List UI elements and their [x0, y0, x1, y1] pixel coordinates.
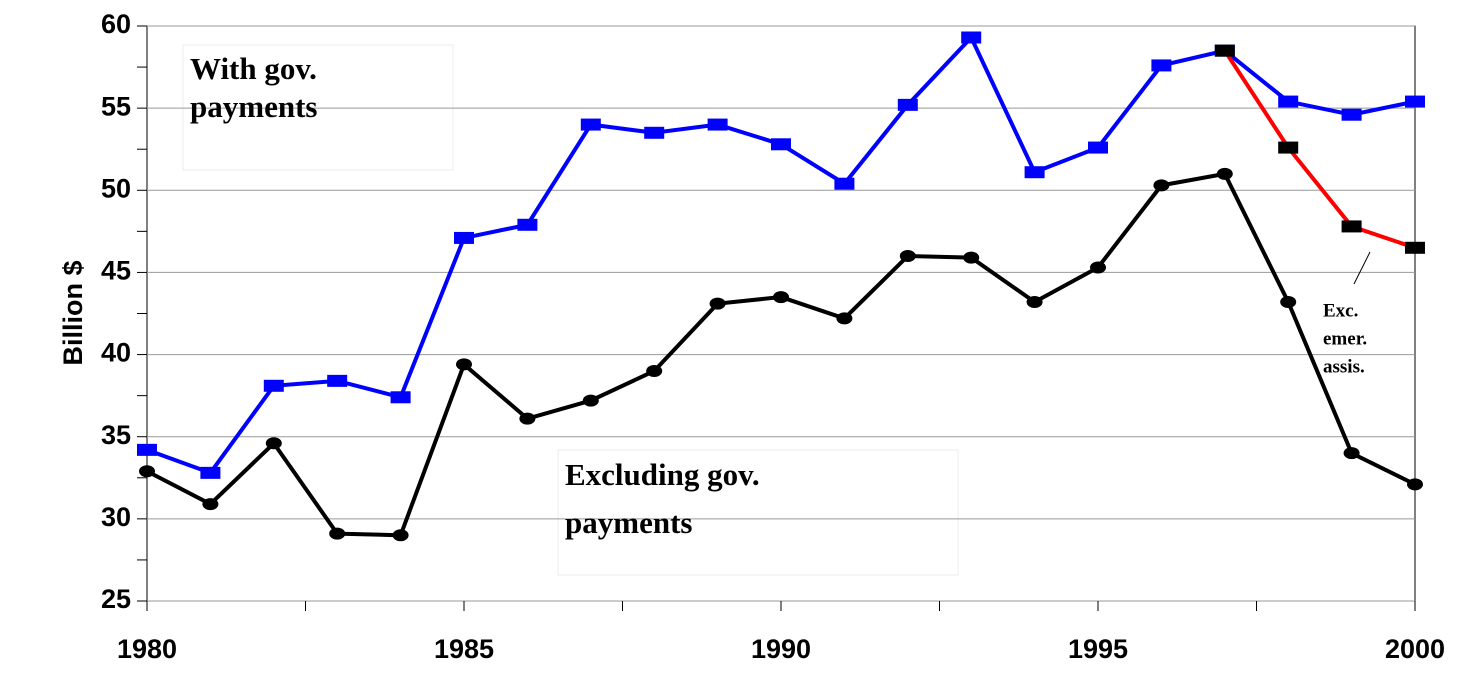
marker: [899, 250, 916, 262]
marker: [1024, 166, 1045, 179]
x-tick-label: 2000: [1385, 634, 1445, 664]
marker: [1278, 141, 1299, 154]
marker: [137, 443, 157, 456]
marker: [836, 312, 853, 325]
marker: [200, 466, 221, 479]
marker: [392, 529, 409, 542]
annotation: payments: [565, 505, 692, 540]
marker: [517, 218, 538, 231]
series-line: [1223, 49, 1416, 250]
x-tick-label: 1980: [117, 634, 177, 664]
marker: [709, 297, 726, 310]
annotation: Exc.: [1323, 300, 1358, 321]
marker: [454, 231, 474, 244]
leader-line: [1353, 251, 1371, 285]
marker: [646, 365, 663, 377]
marker: [1405, 95, 1425, 108]
marker: [1153, 179, 1170, 192]
marker: [390, 391, 411, 404]
marker: [1216, 167, 1233, 180]
marker: [519, 412, 536, 425]
y-tick-label: 45: [101, 256, 131, 286]
marker: [327, 374, 348, 387]
marker: [1214, 44, 1235, 57]
annotation: Excluding gov.: [565, 457, 760, 492]
marker: [1280, 296, 1297, 308]
x-tick-label: 1990: [751, 634, 811, 664]
marker: [1343, 447, 1360, 460]
marker: [834, 177, 855, 190]
marker: [1026, 296, 1043, 308]
y-tick-label: 30: [101, 502, 131, 532]
y-tick-label: 60: [101, 9, 131, 39]
y-tick-label: 35: [101, 420, 131, 450]
annotation: assis.: [1323, 356, 1365, 377]
marker: [1407, 478, 1423, 491]
marker: [265, 437, 282, 450]
marker: [1151, 59, 1172, 72]
marker: [1090, 261, 1106, 274]
marker: [582, 394, 599, 407]
marker: [897, 98, 918, 111]
marker: [644, 126, 665, 139]
marker: [580, 118, 601, 131]
x-tick-label: 1985: [434, 634, 494, 664]
marker: [771, 138, 791, 151]
marker: [961, 31, 982, 44]
marker: [1278, 95, 1299, 108]
marker: [963, 251, 980, 264]
y-axis-label: Billion $: [58, 260, 88, 365]
y-tick-label: 40: [101, 338, 131, 368]
y-tick-label: 50: [101, 173, 131, 203]
y-tick-label: 25: [101, 584, 131, 614]
marker: [1088, 141, 1108, 154]
x-tick-label: 1995: [1068, 634, 1128, 664]
marker: [202, 498, 219, 511]
marker: [1341, 220, 1362, 233]
marker: [1405, 241, 1425, 254]
marker: [1341, 108, 1362, 121]
marker: [329, 527, 346, 540]
annotation: emer.: [1323, 328, 1367, 349]
annotation-box: [182, 44, 454, 171]
marker: [707, 118, 728, 131]
marker: [773, 291, 789, 304]
marker: [139, 465, 155, 478]
annotation: payments: [190, 89, 317, 124]
annotation-box: [557, 449, 959, 576]
annotation: With gov.: [190, 51, 317, 86]
marker: [456, 358, 472, 371]
y-tick-label: 55: [101, 91, 131, 121]
marker: [263, 379, 284, 392]
